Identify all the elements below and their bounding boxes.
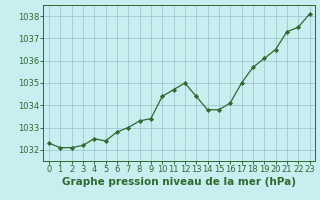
X-axis label: Graphe pression niveau de la mer (hPa): Graphe pression niveau de la mer (hPa) [62,177,296,187]
